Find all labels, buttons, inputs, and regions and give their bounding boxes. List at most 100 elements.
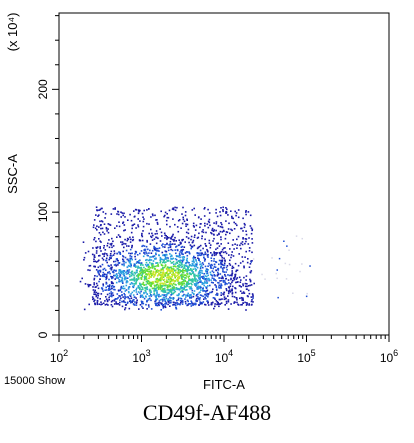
event-dot <box>124 290 127 292</box>
event-dot <box>155 253 157 256</box>
event-dot <box>172 273 175 275</box>
event-dot <box>166 237 169 239</box>
event-dot <box>147 304 150 306</box>
event-dot <box>249 278 251 281</box>
event-dot <box>149 288 151 291</box>
event-dot <box>89 264 92 267</box>
event-dot <box>121 287 124 289</box>
event-dot <box>231 265 234 268</box>
event-dot <box>193 257 195 259</box>
event-dot <box>230 256 232 259</box>
event-dot <box>247 289 250 292</box>
event-dot <box>101 227 104 230</box>
event-dot <box>110 244 113 246</box>
event-dot <box>141 274 143 276</box>
event-dot <box>156 278 158 280</box>
event-dot <box>149 281 151 284</box>
event-dot <box>146 288 149 291</box>
event-dot <box>229 283 232 285</box>
event-dot <box>183 246 186 248</box>
event-dot <box>210 302 213 304</box>
event-dot <box>95 246 97 249</box>
event-dot <box>233 228 236 230</box>
event-dot <box>186 265 189 268</box>
event-dot <box>122 255 124 257</box>
event-dot <box>115 302 118 305</box>
event-dot <box>203 290 206 292</box>
event-dot <box>87 283 89 286</box>
event-dot <box>232 285 234 288</box>
event-dot <box>218 305 220 308</box>
y-tick-label: 0 <box>36 331 50 338</box>
event-dot <box>242 230 244 232</box>
event-dot <box>182 248 185 251</box>
event-dot <box>284 262 287 265</box>
event-dot <box>176 262 179 264</box>
event-dot <box>217 268 219 270</box>
event-dot <box>93 291 96 293</box>
event-dot <box>183 279 185 281</box>
event-dot <box>187 292 189 295</box>
event-dot <box>234 273 236 276</box>
event-dot <box>141 232 143 235</box>
event-dot <box>124 229 126 231</box>
event-dot <box>130 297 133 299</box>
event-dot <box>140 276 142 279</box>
event-dot <box>141 305 143 308</box>
event-dot <box>149 249 151 252</box>
event-dot <box>195 269 197 272</box>
event-dot <box>165 297 168 300</box>
event-dot <box>220 255 223 257</box>
event-dot <box>112 276 114 279</box>
event-dot <box>127 272 129 275</box>
event-dot <box>109 256 111 259</box>
event-dot <box>181 222 184 225</box>
event-dot <box>235 278 238 280</box>
event-dot <box>218 263 220 266</box>
event-dot <box>204 265 207 268</box>
event-dot <box>217 302 219 305</box>
event-dot <box>141 269 144 272</box>
event-dot <box>234 222 237 225</box>
event-dot <box>196 282 199 285</box>
event-dot <box>229 232 231 235</box>
event-dot <box>180 298 183 300</box>
event-dot <box>152 214 154 217</box>
event-dot <box>146 280 149 283</box>
event-dot <box>225 266 228 269</box>
event-dot <box>119 274 122 276</box>
event-dot <box>159 302 162 304</box>
event-dot <box>198 245 201 248</box>
event-dot <box>198 297 200 300</box>
event-dot <box>153 292 156 294</box>
event-dot <box>156 283 158 286</box>
event-dot <box>206 250 209 252</box>
event-dot <box>191 292 194 294</box>
event-dot <box>245 233 248 236</box>
event-dot <box>199 263 201 266</box>
event-dot <box>161 278 163 281</box>
event-dot <box>111 237 113 240</box>
event-dot <box>155 288 157 290</box>
event-dot <box>218 277 220 279</box>
event-dot <box>156 291 158 294</box>
event-dot <box>194 214 196 216</box>
event-dot <box>206 248 208 251</box>
event-dot <box>167 291 170 294</box>
event-dot <box>127 259 130 262</box>
event-dot <box>169 272 171 274</box>
event-dot <box>164 234 166 236</box>
event-dot <box>95 282 98 285</box>
event-dot <box>171 289 174 291</box>
event-dot <box>105 283 108 285</box>
event-dot <box>204 253 207 255</box>
event-dot <box>102 274 105 277</box>
event-dot <box>126 271 128 273</box>
event-dot <box>195 265 198 268</box>
event-dot <box>148 295 150 297</box>
event-dot <box>177 294 180 297</box>
event-dot <box>181 245 184 248</box>
event-dot <box>241 227 243 230</box>
event-dot <box>138 308 140 310</box>
event-dot <box>172 257 174 260</box>
